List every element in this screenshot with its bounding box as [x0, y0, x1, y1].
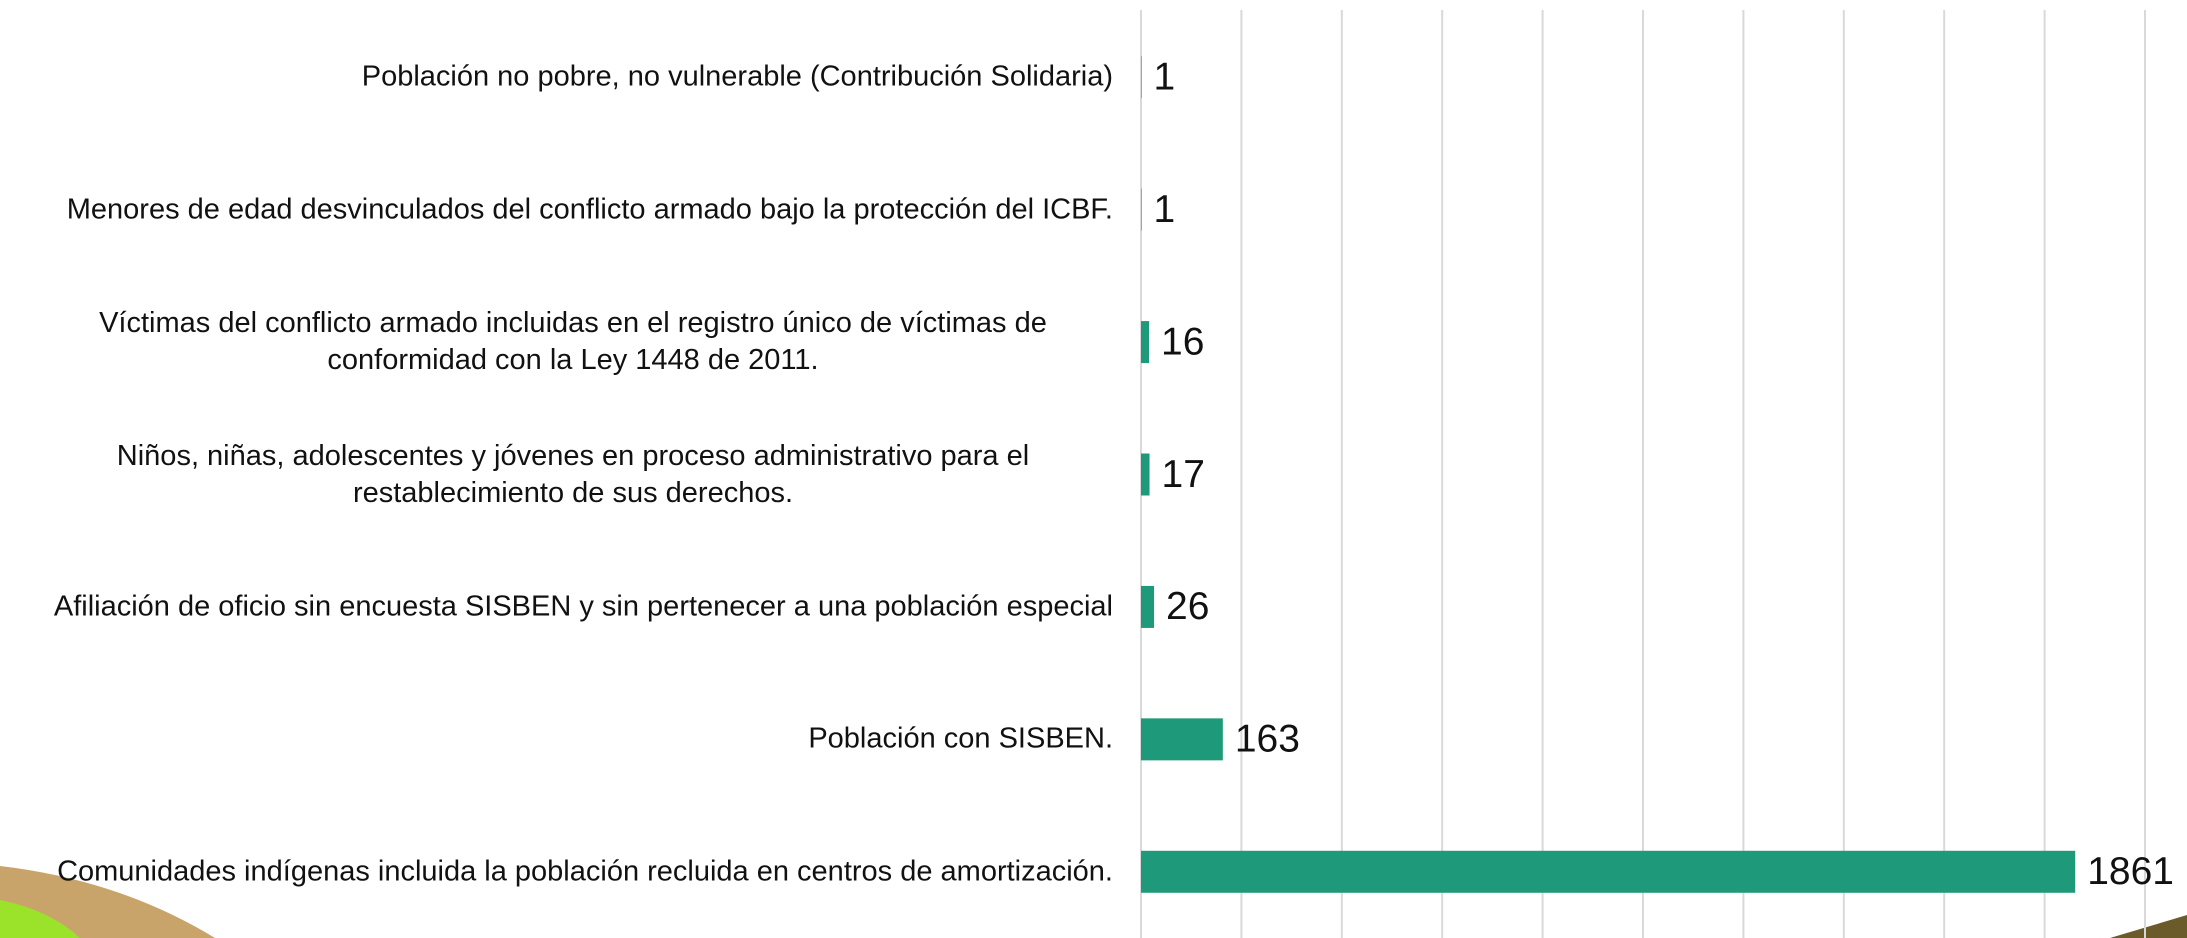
y-tick-label: Población con SISBEN. — [808, 722, 1113, 755]
category-label-box: Niños, niñas, adolescentes y jóvenes en … — [13, 438, 1113, 512]
y-tick-label: Afiliación de oficio sin encuesta SISBEN… — [53, 590, 1113, 623]
category-label-box: Comunidades indígenas incluida la poblac… — [13, 853, 1113, 890]
category-label-box: Población no pobre, no vulnerable (Contr… — [13, 59, 1113, 96]
bar — [1141, 453, 1150, 496]
value-label: 1 — [1154, 188, 1176, 231]
decoration — [2110, 915, 2187, 938]
y-tick-label: Población no pobre, no vulnerable (Contr… — [361, 60, 1113, 93]
y-tick-label: Víctimas del conflicto armado incluidas … — [99, 307, 1047, 377]
value-label: 17 — [1162, 453, 1205, 496]
value-label: 16 — [1161, 320, 1204, 363]
value-label: 26 — [1166, 585, 1209, 628]
y-tick-label: Niños, niñas, adolescentes y jóvenes en … — [116, 439, 1030, 509]
decoration — [0, 900, 80, 938]
bar — [1141, 585, 1155, 628]
bar — [1141, 188, 1142, 231]
bar — [1141, 718, 1223, 761]
value-label: 1 — [1154, 56, 1176, 99]
bar — [1141, 56, 1142, 99]
bar — [1141, 321, 1150, 364]
category-label-box: Menores de edad desvinculados del confli… — [13, 191, 1113, 228]
category-label-box: Población con SISBEN. — [13, 721, 1113, 758]
bar — [1141, 850, 2076, 893]
category-label-box: Víctimas del conflicto armado incluidas … — [13, 305, 1113, 379]
y-tick-label: Comunidades indígenas incluida la poblac… — [57, 855, 1113, 888]
y-tick-label: Menores de edad desvinculados del confli… — [66, 193, 1113, 226]
value-label: 1861 — [2087, 850, 2174, 893]
value-label: 163 — [1235, 718, 1300, 761]
category-label-box: Afiliación de oficio sin encuesta SISBEN… — [13, 588, 1113, 625]
